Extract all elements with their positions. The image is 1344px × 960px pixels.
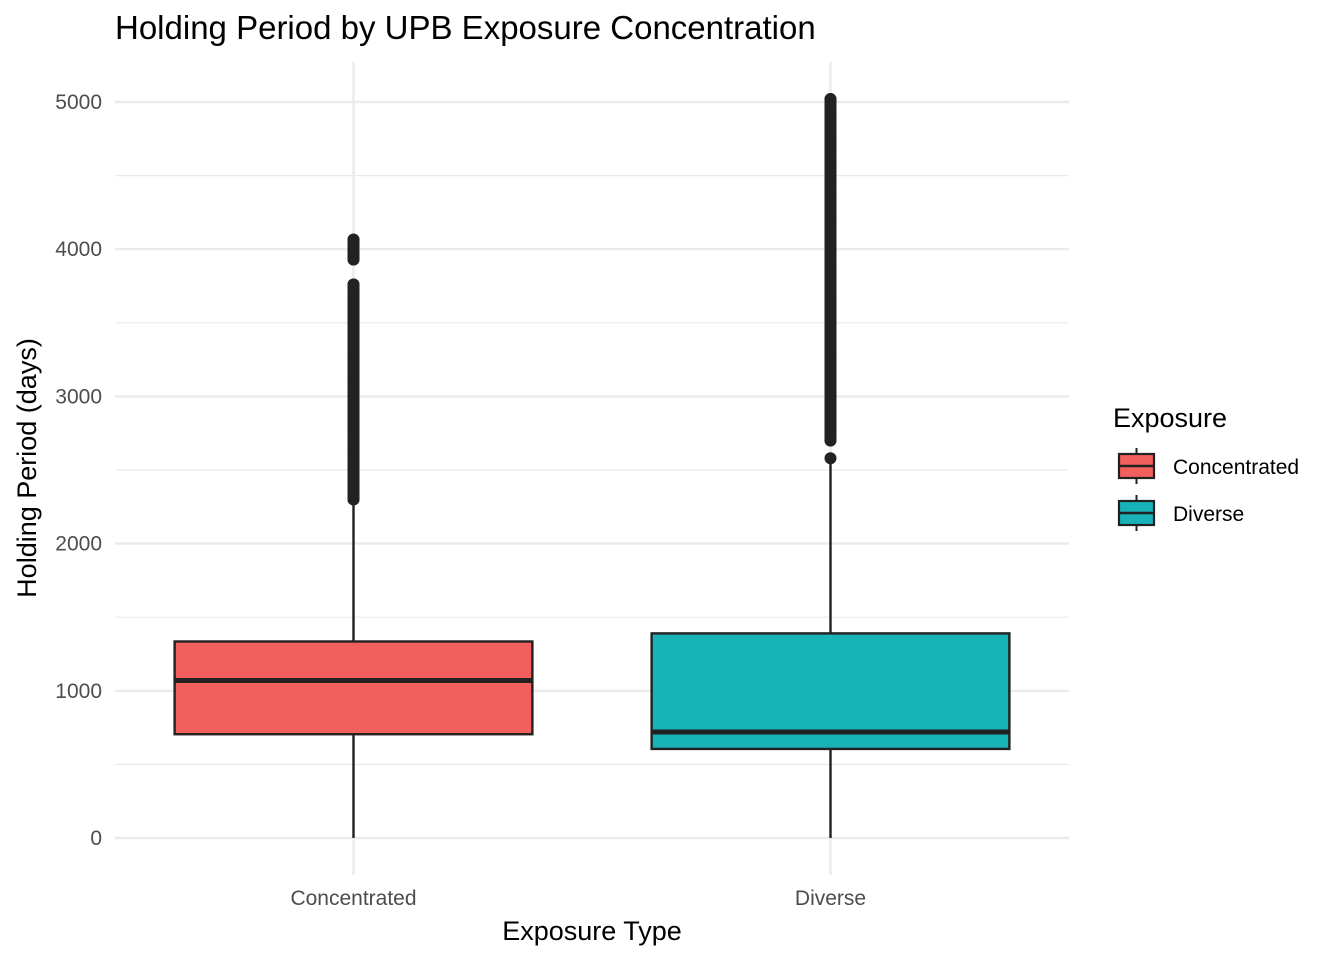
- legend-label: Diverse: [1173, 503, 1244, 526]
- x-tick-label: Diverse: [795, 887, 866, 910]
- legend-item-diverse: Diverse: [1117, 495, 1244, 531]
- legend-item-concentrated: Concentrated: [1117, 448, 1299, 484]
- x-axis-title: Exposure Type: [502, 916, 682, 946]
- y-tick-label: 4000: [55, 238, 102, 261]
- x-tick-label: Concentrated: [290, 887, 416, 910]
- x-axis: Concentrated Diverse: [290, 887, 866, 910]
- y-axis-title: Holding Period (days): [12, 338, 42, 598]
- legend-label: Concentrated: [1173, 456, 1299, 479]
- y-tick-label: 1000: [55, 680, 102, 703]
- outlier-point: [824, 452, 837, 465]
- y-tick-label: 5000: [55, 91, 102, 114]
- box-body: [173, 640, 534, 736]
- legend-title: Exposure: [1113, 403, 1227, 433]
- y-tick-label: 0: [90, 827, 102, 850]
- plot-area: [173, 93, 1011, 838]
- grid: [115, 62, 1069, 875]
- box-concentrated: [173, 233, 534, 838]
- box-diverse: [650, 93, 1011, 838]
- y-axis: 0 1000 2000 3000 4000 5000: [55, 91, 102, 850]
- y-tick-label: 3000: [55, 385, 102, 408]
- y-tick-label: 2000: [55, 533, 102, 556]
- chart-title: Holding Period by UPB Exposure Concentra…: [115, 9, 816, 46]
- legend: Exposure Concentrated Diverse: [1113, 403, 1299, 531]
